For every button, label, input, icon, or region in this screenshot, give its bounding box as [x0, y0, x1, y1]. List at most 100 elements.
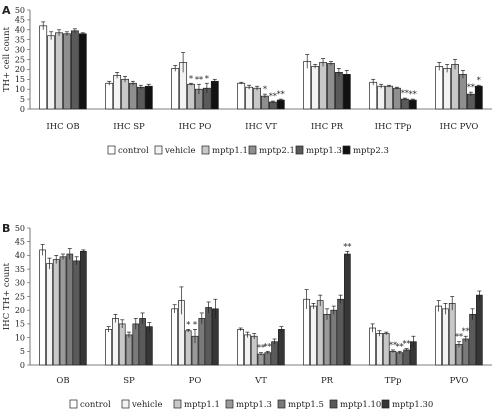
bar: [59, 256, 67, 366]
bar: [129, 82, 137, 110]
bar: [323, 313, 331, 366]
legend-label: mptp1.3: [236, 400, 272, 410]
significance-marker: **: [277, 90, 285, 99]
y-tick-label: 10: [15, 85, 25, 94]
x-category-label: PR: [321, 376, 334, 386]
x-category-label: IHC PVO: [440, 122, 479, 132]
legend-swatch: [225, 399, 234, 409]
legend-label: mptp1.10: [340, 400, 381, 410]
bar: [278, 329, 285, 366]
legend-label: vehicle: [164, 146, 196, 156]
y-tick-label: 40: [15, 251, 25, 260]
significance-marker: **: [401, 89, 409, 98]
y-tick-label: 45: [15, 16, 25, 25]
bar: [55, 32, 63, 110]
bar: [303, 61, 312, 110]
significance-marker: *: [193, 320, 197, 329]
bar: [303, 298, 310, 366]
legend-label: mptp2.3: [353, 146, 389, 156]
bar: [376, 333, 383, 366]
bar: [66, 253, 74, 366]
y-tick-label: 50: [15, 224, 25, 233]
x-category-label: IHC PO: [179, 122, 212, 132]
bar: [118, 323, 126, 366]
x-category-label: IHC PR: [311, 122, 344, 132]
x-category-label: PO: [189, 376, 202, 386]
y-tick-label: 10: [15, 333, 25, 342]
significance-marker: **: [403, 340, 411, 349]
bar: [257, 353, 265, 366]
bar: [78, 33, 87, 110]
bar: [469, 313, 476, 366]
y-tick-label: 30: [15, 45, 25, 54]
bar: [171, 68, 180, 110]
bar: [442, 308, 449, 366]
bar: [451, 64, 459, 110]
significance-marker: **: [389, 341, 397, 350]
bar: [327, 63, 335, 110]
y-tick-label: 25: [15, 292, 25, 301]
significance-marker: **: [343, 242, 351, 251]
y-tick-label: 0: [20, 105, 25, 114]
bar: [400, 98, 409, 110]
significance-marker: **: [257, 344, 265, 353]
bar: [435, 305, 442, 366]
legend-swatch: [342, 145, 351, 155]
legend-label: control: [118, 146, 149, 156]
bar: [342, 73, 351, 110]
legend-label: control: [80, 400, 111, 410]
bar: [389, 350, 397, 366]
bar: [39, 249, 46, 366]
bar: [136, 86, 145, 110]
significance-marker: **: [455, 333, 463, 342]
bar: [369, 81, 378, 110]
bar: [112, 318, 119, 366]
panel-letter: B: [2, 222, 10, 235]
significance-marker: **: [467, 83, 475, 92]
bar: [319, 62, 327, 110]
bar: [435, 66, 444, 110]
bar: [205, 307, 212, 366]
bar: [369, 327, 376, 366]
bar: [146, 326, 153, 366]
legend-label: mptp1.30: [392, 400, 433, 410]
bar: [171, 308, 178, 366]
significance-marker: **: [409, 90, 417, 99]
bar: [474, 85, 483, 110]
bar: [73, 260, 80, 366]
legend-swatch: [107, 145, 116, 155]
bar: [52, 259, 60, 366]
legend-swatch: [295, 145, 304, 155]
significance-marker: **: [269, 92, 277, 101]
legend-label: mptp1.5: [288, 400, 324, 410]
bar: [466, 93, 475, 110]
y-tick-label: 15: [15, 320, 25, 329]
bar: [459, 73, 467, 110]
x-category-label: IHC VT: [245, 122, 277, 132]
significance-marker: *: [186, 320, 190, 329]
bar: [184, 330, 192, 366]
x-category-label: VT: [254, 376, 267, 386]
x-category-label: TPp: [385, 376, 402, 386]
legend-label: vehicle: [131, 400, 163, 410]
bar: [132, 323, 140, 366]
legend-label: mptp1.1: [212, 146, 248, 156]
bar: [337, 298, 344, 366]
panel-letter: A: [2, 4, 11, 17]
legend-swatch: [173, 399, 182, 409]
y-tick-label: 20: [15, 65, 25, 74]
y-tick-label: 35: [15, 36, 25, 45]
significance-marker: *: [205, 74, 209, 83]
x-category-label: PVO: [450, 376, 469, 386]
bar: [198, 318, 206, 366]
bar: [125, 334, 133, 366]
bar: [63, 33, 71, 110]
bar: [271, 341, 278, 366]
bar: [330, 309, 338, 366]
y-tick-label: 25: [15, 55, 25, 64]
significance-marker: **: [195, 75, 203, 84]
y-tick-label: 35: [15, 265, 25, 274]
bar: [443, 68, 452, 110]
